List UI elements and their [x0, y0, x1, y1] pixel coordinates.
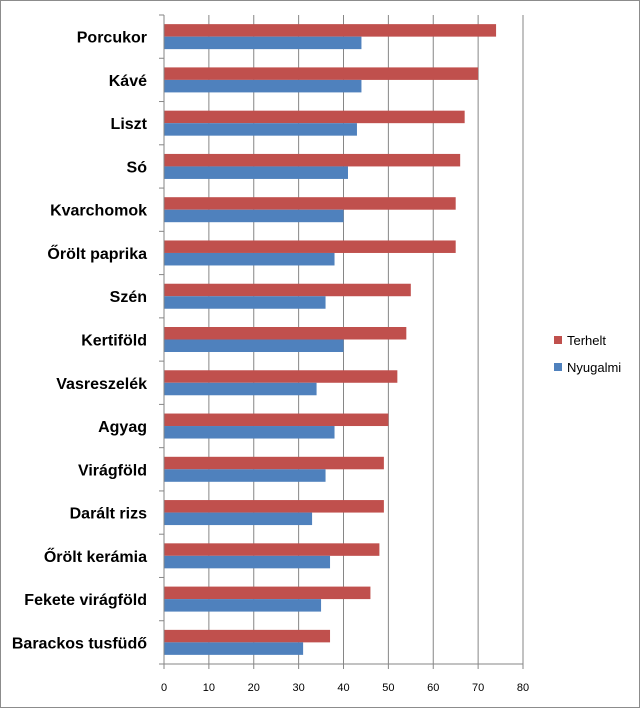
bar-terhelt-1 — [164, 67, 479, 80]
bar-terhelt-9 — [164, 413, 389, 427]
category-label: Liszt — [111, 116, 148, 133]
x-tick-label: 50 — [382, 682, 394, 694]
category-label: Barackos tusfüdő — [12, 635, 147, 652]
bar-nyugalmi-12 — [164, 555, 331, 569]
bar-terhelt-7 — [164, 327, 407, 340]
legend-swatch-terhelt — [554, 336, 562, 344]
category-label: Őrölt kerámia — [44, 547, 147, 566]
bar-nyugalmi-13 — [164, 599, 322, 612]
category-label: Kvarchomok — [50, 203, 147, 220]
bar-nyugalmi-2 — [164, 123, 357, 136]
axes — [159, 14, 524, 669]
bar-nyugalmi-3 — [164, 166, 348, 179]
x-tick-label: 80 — [517, 682, 529, 694]
tick-labels: 0 10 20 30 40 50 60 70 80 — [161, 682, 529, 694]
bar-terhelt-6 — [164, 283, 411, 297]
category-label: Kertiföld — [81, 333, 147, 350]
x-tick-label: 30 — [293, 682, 305, 694]
bar-nyugalmi-7 — [164, 339, 344, 352]
bars — [164, 24, 497, 655]
category-label: Őrölt paprika — [47, 244, 147, 263]
category-label: Kávé — [109, 73, 147, 90]
bar-nyugalmi-9 — [164, 426, 335, 439]
bar-terhelt-10 — [164, 456, 384, 470]
bar-nyugalmi-8 — [164, 382, 317, 396]
bar-terhelt-14 — [164, 629, 331, 643]
legend-swatch-nyugalmi — [554, 363, 562, 371]
category-label: Darált rizs — [70, 506, 147, 523]
bar-nyugalmi-0 — [164, 36, 362, 50]
bar-nyugalmi-4 — [164, 209, 344, 223]
bar-terhelt-4 — [164, 197, 456, 210]
bar-terhelt-5 — [164, 240, 456, 253]
bar-terhelt-11 — [164, 500, 384, 513]
legend: Terhelt Nyugalmi — [554, 333, 621, 375]
bar-nyugalmi-6 — [164, 296, 326, 309]
bar-nyugalmi-11 — [164, 512, 313, 526]
bar-nyugalmi-5 — [164, 252, 335, 266]
category-label: Virágföld — [78, 462, 147, 479]
bar-terhelt-8 — [164, 370, 398, 383]
bar-terhelt-0 — [164, 24, 497, 37]
category-label: Agyag — [98, 419, 147, 436]
bar-terhelt-12 — [164, 543, 380, 556]
category-label: Fekete virágföld — [24, 592, 147, 609]
category-label: Vasreszelék — [56, 376, 147, 393]
legend-label-terhelt: Terhelt — [567, 333, 606, 348]
bar-nyugalmi-1 — [164, 79, 362, 93]
bar-terhelt-3 — [164, 153, 461, 167]
x-tick-label: 10 — [203, 682, 215, 694]
x-tick-label: 70 — [472, 682, 484, 694]
category-label: Szén — [110, 289, 147, 306]
x-tick-label: 20 — [248, 682, 260, 694]
category-labels: Porcukor Kávé Liszt Só Kvarchomok Őrölt papri… — [12, 30, 148, 653]
bar-terhelt-13 — [164, 586, 371, 600]
category-label: Só — [127, 159, 148, 176]
legend-label-nyugalmi: Nyugalmi — [567, 360, 621, 375]
x-tick-label: 60 — [427, 682, 439, 694]
bar-nyugalmi-14 — [164, 642, 304, 655]
bar-terhelt-2 — [164, 110, 465, 124]
x-tick-label: 0 — [161, 682, 167, 694]
x-tick-label: 40 — [337, 682, 349, 694]
bar-nyugalmi-10 — [164, 469, 326, 482]
category-label: Porcukor — [77, 30, 147, 47]
